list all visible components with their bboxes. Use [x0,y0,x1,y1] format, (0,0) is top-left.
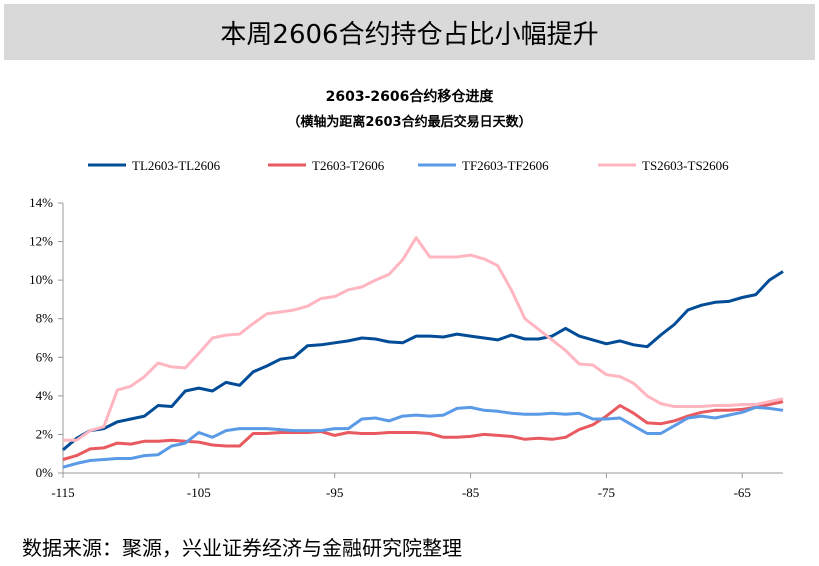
y-tick-label: 4% [36,388,54,403]
banner-title: 本周2606合约持仓占比小幅提升 [4,4,815,60]
y-tick-label: 14% [29,195,53,210]
chart-title: 2603-2606合约移仓进度 [325,89,494,105]
y-tick-label: 10% [29,272,53,287]
x-tick-label: -85 [462,485,479,500]
series-line-TL2603-TL2606 [62,270,784,452]
series-line-TF2603-TF2606 [62,405,784,469]
legend-label: TF2603-TF2606 [462,158,549,173]
series-line-T2603-T2606 [62,400,784,461]
x-tick-label: -95 [326,485,343,500]
y-tick-label: 6% [36,349,54,364]
x-tick-label: -115 [51,485,74,500]
source-note: 数据来源：聚源，兴业证券经济与金融研究院整理 [22,536,462,560]
legend-label: TS2603-TS2606 [642,158,729,173]
chart-subtitle: （横轴为距离2603合约最后交易日天数） [287,115,532,130]
x-tick-label: -75 [598,485,615,500]
y-tick-label: 8% [36,311,54,326]
series-line-TS2603-TS2606 [63,236,784,442]
y-tick-label: 0% [36,465,54,480]
legend-label: TL2603-TL2606 [132,158,221,173]
x-tick-label: -65 [734,485,751,500]
y-tick-label: 2% [36,426,54,441]
y-tick-label: 12% [29,234,53,249]
x-tick-label: -105 [187,485,211,500]
legend-label: T2603-T2606 [312,158,385,173]
